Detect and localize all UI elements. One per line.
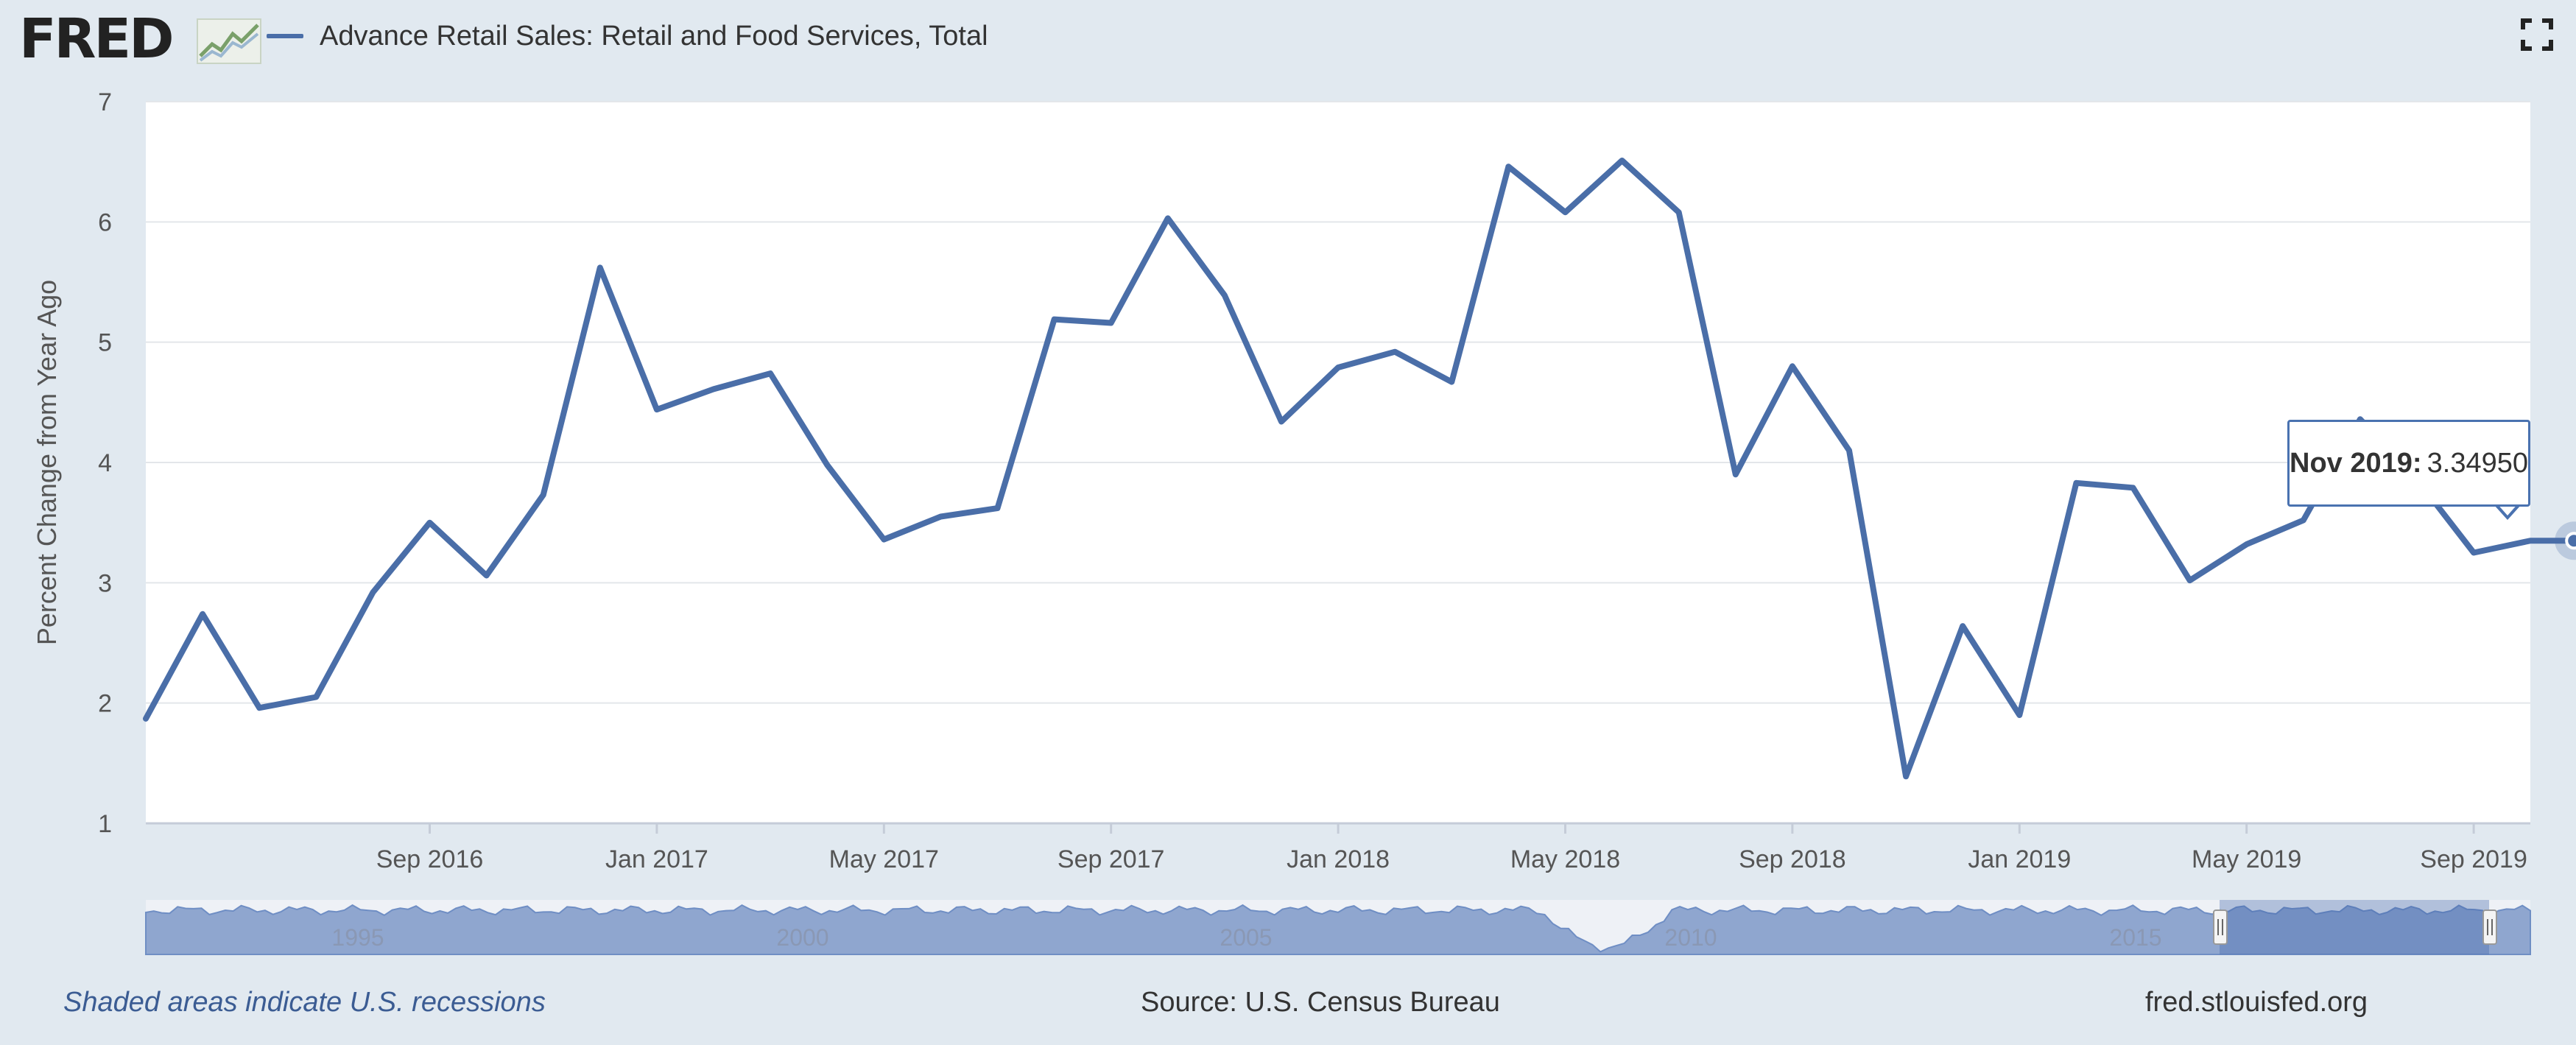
navigator-year-labels: 1995 2000 2005 2010 2015 [331,924,2161,951]
y-axis-label: Percent Change from Year Ago [32,280,62,645]
navigator-year-label: 2015 [2109,924,2161,951]
data-point[interactable] [2129,483,2138,492]
navigator-selection[interactable] [2220,900,2489,954]
y-tick-label: 7 [98,88,112,116]
navigator-left-handle[interactable] [2213,909,2228,945]
chart-legend[interactable]: Advance Retail Sales: Retail and Food Se… [267,18,988,54]
data-point[interactable] [1731,470,1740,479]
data-point[interactable] [539,490,548,499]
hover-marker[interactable] [2565,532,2576,550]
fullscreen-icon[interactable] [2520,18,2554,52]
data-point[interactable] [2526,536,2535,545]
data-point[interactable] [1618,156,1627,165]
data-point[interactable] [1277,417,1286,426]
fred-chart-icon [197,18,261,64]
navigator-area [145,904,2531,955]
x-axis-tick-labels: Sep 2016 Jan 2017 May 2017 Sep 2017 Jan 2018… [376,823,2527,873]
data-point[interactable] [823,460,831,469]
data-point[interactable] [993,504,1002,513]
data-point[interactable] [141,714,150,723]
y-axis-tick-labels: 1 2 3 4 5 6 7 [98,88,112,838]
x-tick-label: Sep 2016 [376,845,484,873]
site-link[interactable]: fred.stlouisfed.org [2145,987,2368,1018]
data-point[interactable] [368,588,377,597]
data-point[interactable] [936,513,945,521]
data-point[interactable] [1050,315,1059,324]
data-point[interactable] [2072,479,2080,488]
tooltip-date: Nov 2019: [2290,447,2422,479]
x-tick-label: Sep 2019 [2420,845,2527,873]
y-tick-label: 6 [98,208,112,236]
x-tick-label: Jan 2017 [605,845,708,873]
data-point[interactable] [2469,549,2478,557]
data-point[interactable] [1958,622,1967,630]
data-point[interactable] [1675,208,1683,217]
data-point[interactable] [312,693,320,702]
fred-logo-text: FRED [19,7,175,71]
data-point[interactable] [2186,576,2195,585]
data-point[interactable] [1164,214,1172,222]
y-tick-label: 5 [98,329,112,357]
horizontal-gridlines [146,101,2530,704]
data-point[interactable] [482,571,491,580]
data-point[interactable] [596,263,605,272]
navigator-right-handle[interactable] [2482,909,2497,945]
data-point[interactable] [1390,348,1399,356]
data-tooltip: Nov 2019: 3.34950 [2287,420,2530,507]
data-point[interactable] [1334,363,1342,372]
tooltip-value: 3.34950 [2427,447,2528,479]
chart-header: FRED Advance Retail Sales: Retail and Fo… [0,0,2576,81]
data-point[interactable] [1901,772,1910,781]
y-tick-label: 2 [98,690,112,718]
data-point[interactable] [2299,516,2308,524]
x-tick-label: Jan 2018 [1287,845,1390,873]
y-tick-label: 3 [98,569,112,597]
data-point[interactable] [879,535,888,544]
data-point[interactable] [1220,291,1229,300]
y-tick-label: 1 [98,810,112,838]
range-navigator[interactable]: 1995 2000 2005 2010 2015 [145,900,2531,955]
x-tick-label: Jan 2019 [1968,845,2071,873]
legend-line-swatch [267,34,303,38]
data-point[interactable] [426,518,434,527]
legend-series-label: Advance Retail Sales: Retail and Food Se… [320,20,988,52]
data-point[interactable] [1561,208,1570,217]
data-point[interactable] [198,610,207,619]
data-point[interactable] [1788,362,1797,370]
x-tick-label: May 2017 [829,845,939,873]
recession-note[interactable]: Shaded areas indicate U.S. recessions [63,987,546,1018]
series-line[interactable] [143,158,2576,780]
navigator-year-label: 2000 [776,924,828,951]
x-tick-label: May 2019 [2192,845,2301,873]
navigator-year-label: 2010 [1664,924,1717,951]
y-tick-label: 4 [98,449,112,477]
data-point[interactable] [1504,162,1513,171]
fred-logo[interactable]: FRED [19,6,261,72]
data-point[interactable] [766,369,775,378]
x-tick-label: Sep 2018 [1739,845,1846,873]
x-tick-label: May 2018 [1510,845,1620,873]
data-point[interactable] [2242,540,2251,549]
navigator-year-label: 1995 [331,924,384,951]
navigator-year-label: 2005 [1220,924,1272,951]
data-point[interactable] [255,703,264,712]
x-tick-label: Sep 2017 [1058,845,1165,873]
source-text: Source: U.S. Census Bureau [1141,987,1500,1018]
data-point[interactable] [709,384,718,393]
data-point[interactable] [1845,446,1854,455]
data-point[interactable] [2015,711,2024,719]
data-point[interactable] [652,405,661,414]
data-point[interactable] [1107,319,1116,328]
data-point[interactable] [1447,378,1456,387]
